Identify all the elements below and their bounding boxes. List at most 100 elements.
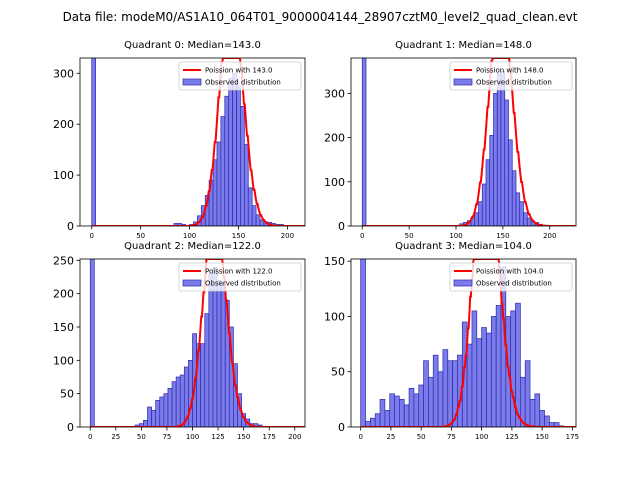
histogram-bar: [228, 78, 233, 226]
y-tick-label: 150: [53, 321, 74, 334]
histogram-bar: [179, 374, 185, 427]
axes-frame: [79, 57, 306, 227]
histogram-bar: [539, 410, 545, 427]
histogram-bar: [403, 404, 410, 427]
x-tick-label: 150: [496, 232, 509, 240]
histogram-bar: [500, 70, 506, 226]
histogram-bar: [220, 283, 226, 427]
x-tick-label: 75: [447, 433, 456, 441]
histogram-bars: [89, 259, 263, 427]
histogram-bar: [89, 259, 95, 427]
y-tick-label: 0: [67, 421, 74, 434]
poisson-curve: [91, 58, 305, 226]
histogram-bar: [486, 332, 492, 427]
histogram-bar: [466, 343, 473, 427]
histogram-bar: [236, 85, 241, 226]
y-tick-label: 250: [53, 254, 74, 267]
legend-bar-swatch: [182, 279, 202, 287]
x-tick-label: 50: [405, 232, 414, 240]
histogram-bar: [428, 376, 434, 427]
axes-frame: [350, 57, 577, 227]
x-tick-label: 100: [449, 232, 462, 240]
quadrant-title: Quadrant 3: Median=104.0: [395, 241, 532, 252]
histogram-bar: [432, 354, 439, 427]
histogram-bar: [247, 187, 253, 226]
histogram-bars: [360, 259, 565, 427]
histogram-bar: [171, 381, 177, 427]
histogram-bar: [504, 99, 509, 226]
quadrant-3-chart: Quadrant 3: Median=104.0 0 25 50 75 100 125 150…: [324, 241, 579, 441]
histogram-bar: [526, 217, 532, 226]
x-tick-label: 50: [137, 433, 146, 441]
histogram-bar: [515, 302, 521, 427]
x-tick-label: 200: [288, 433, 301, 441]
y-tick-label: 300: [53, 67, 74, 80]
histogram-bar: [255, 214, 261, 226]
histogram-bar: [216, 279, 222, 427]
histogram-bar: [361, 58, 367, 226]
histogram-bar: [485, 159, 491, 226]
legend: Poission with 143.0 Observed distribution: [178, 61, 302, 91]
histogram-bar: [493, 93, 498, 226]
histogram-bar: [418, 384, 424, 427]
legend-box: [449, 262, 573, 292]
quadrant-0-chart: Quadrant 0: Median=143.0 0 50 100 150 200 0 100…: [53, 40, 306, 240]
x-tick-label: 0: [358, 433, 362, 441]
histogram-bar: [474, 212, 479, 226]
y-tick-label: 100: [53, 354, 74, 367]
y-tick-label: 50: [331, 366, 345, 379]
histogram-bar: [481, 183, 487, 226]
histogram-bar: [188, 359, 193, 427]
y-tick-label: 100: [324, 176, 345, 189]
x-tick-label: 0: [88, 433, 92, 441]
x-tick-label: 100: [475, 433, 488, 441]
y-tick-label: 0: [338, 421, 345, 434]
legend: Poission with 122.0 Observed distribution: [178, 262, 302, 292]
histogram-bar: [151, 409, 157, 427]
histogram-bar: [471, 310, 478, 427]
y-tick-label: 300: [324, 87, 345, 100]
legend-bar-swatch: [182, 78, 202, 86]
legend: Poission with 104.0 Observed distribution: [449, 262, 573, 292]
histogram-bar: [496, 73, 502, 226]
legend-label-observed: Observed distribution: [205, 79, 281, 87]
histogram-bar: [212, 159, 218, 226]
histogram-bar: [495, 305, 502, 427]
x-tick-label: 175: [566, 433, 579, 441]
histogram-bar: [490, 316, 497, 427]
histogram-bar: [515, 192, 521, 226]
histogram-bar: [437, 371, 444, 427]
histogram-bar: [167, 387, 173, 427]
histogram-bar: [91, 58, 97, 226]
y-tick-label: 0: [338, 220, 345, 233]
poisson-curve: [362, 58, 576, 226]
histogram-bar: [524, 360, 531, 427]
y-tick-label: 100: [324, 310, 345, 323]
legend-bar-swatch: [453, 78, 473, 86]
histogram-bar: [519, 201, 524, 226]
histogram-bar: [232, 72, 237, 226]
histogram-bar: [379, 399, 386, 427]
x-tick-label: 150: [535, 433, 548, 441]
legend-label-poisson: Poission with 122.0: [205, 268, 273, 276]
x-tick-label: 100: [186, 433, 199, 441]
histogram-bar: [529, 399, 536, 427]
histogram-bar: [159, 396, 165, 427]
x-tick-label: 150: [232, 232, 245, 240]
quadrant-2-chart: Quadrant 2: Median=122.0 0 25 50 75 100 125 150…: [53, 241, 306, 441]
histogram-bar: [481, 327, 487, 427]
x-tick-label: 125: [211, 433, 224, 441]
axes-frame: [350, 258, 577, 428]
histogram-bar: [523, 212, 528, 226]
histogram-bar: [510, 310, 516, 427]
histogram-bar: [511, 170, 517, 226]
y-tick-label: 100: [53, 169, 74, 182]
quadrant-panels: Quadrant 0: Median=143.0 0 50 100 150 200 0 100…: [53, 40, 579, 441]
quadrant-title: Quadrant 2: Median=122.0: [124, 241, 261, 252]
y-tick-label: 0: [67, 220, 74, 233]
legend: Poission with 148.0 Observed distribution: [449, 61, 573, 91]
legend-bar-swatch: [453, 279, 473, 287]
histogram-bar: [408, 387, 415, 427]
histogram-bar: [175, 376, 181, 427]
